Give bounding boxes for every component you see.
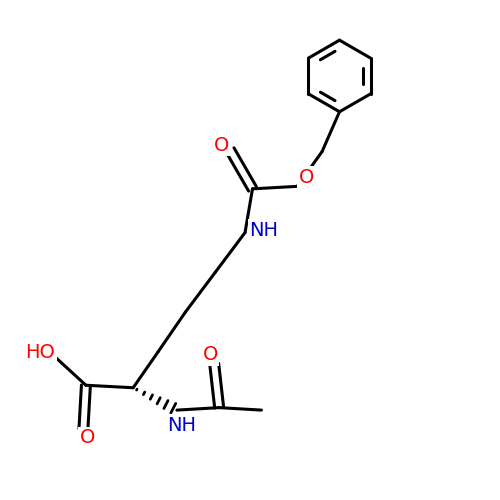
Text: HO: HO <box>25 344 55 362</box>
Text: O: O <box>80 428 95 448</box>
Text: NH: NH <box>250 220 278 240</box>
Text: NH: NH <box>168 416 196 434</box>
Text: O: O <box>202 346 218 364</box>
Text: O: O <box>298 168 314 187</box>
Text: O: O <box>214 136 229 154</box>
